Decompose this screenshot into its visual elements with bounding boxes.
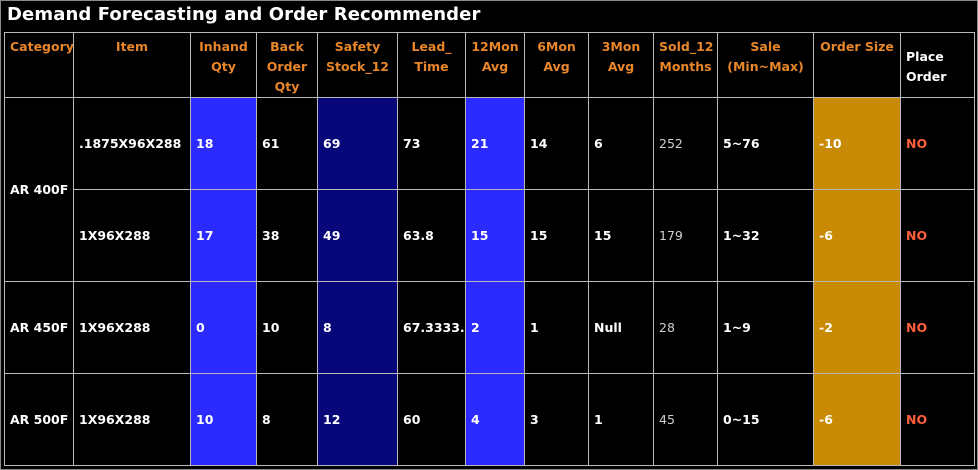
6mon-avg-cell[interactable]: 15: [524, 189, 589, 282]
category-cell[interactable]: AR 500F: [4, 373, 74, 466]
inhand-qty-cell[interactable]: 18: [190, 97, 257, 190]
12mon-avg-cell[interactable]: 2: [465, 281, 525, 374]
lead-time-cell[interactable]: 67.3333..: [397, 281, 466, 374]
3mon-avg-cell[interactable]: 15: [588, 189, 654, 282]
col-header-6mon-avg[interactable]: 6Mon Avg: [524, 32, 589, 98]
col-header-back-order-qty[interactable]: Back Order Qty: [256, 32, 318, 98]
sold-12-months-cell[interactable]: 179: [653, 189, 718, 282]
col-header-sold-12-months[interactable]: Sold_12 Months: [653, 32, 718, 98]
order-size-cell[interactable]: -6: [813, 189, 901, 282]
col-header-item[interactable]: Item ⇕: [73, 32, 191, 98]
col-header-safety-stock[interactable]: Safety Stock_12: [317, 32, 398, 98]
safety-stock-cell[interactable]: 8: [317, 281, 398, 374]
table-row[interactable]: 1X96X288 17 38 49 63.8 15 15 15 179 1~32…: [5, 189, 975, 282]
back-order-qty-cell[interactable]: 8: [256, 373, 318, 466]
inhand-qty-cell[interactable]: 17: [190, 189, 257, 282]
sold-12-months-cell[interactable]: 28: [653, 281, 718, 374]
safety-stock-cell[interactable]: 12: [317, 373, 398, 466]
order-size-cell[interactable]: -10: [813, 97, 901, 190]
col-header-3mon-avg[interactable]: 3Mon Avg: [588, 32, 654, 98]
item-cell[interactable]: 1X96X288: [73, 373, 191, 466]
lead-time-cell[interactable]: 63.8: [397, 189, 466, 282]
item-cell[interactable]: 1X96X288: [73, 189, 191, 282]
6mon-avg-cell[interactable]: 1: [524, 281, 589, 374]
table-row[interactable]: AR 450F 1X96X288 0 10 8 67.3333.. 2 1 Nu…: [4, 281, 975, 374]
inhand-qty-cell[interactable]: 10: [190, 373, 257, 466]
col-header-inhand-qty[interactable]: Inhand Qty: [190, 32, 257, 98]
category-cell[interactable]: AR 450F: [4, 281, 74, 374]
sale-min-max-cell[interactable]: 5~76: [717, 97, 814, 190]
back-order-qty-cell[interactable]: 61: [256, 97, 318, 190]
table-row[interactable]: AR 400F .1875X96X288 18 61 69 73 21 14 6…: [4, 97, 975, 282]
back-order-qty-cell[interactable]: 38: [256, 189, 318, 282]
col-header-order-size[interactable]: Order Size: [813, 32, 901, 98]
sale-min-max-cell[interactable]: 0~15: [717, 373, 814, 466]
3mon-avg-cell[interactable]: 1: [588, 373, 654, 466]
sale-min-max-cell[interactable]: 1~9: [717, 281, 814, 374]
place-order-cell[interactable]: NO: [900, 373, 975, 466]
col-header-12mon-avg[interactable]: 12Mon Avg: [465, 32, 525, 98]
col-header-sale-min-max[interactable]: Sale (Min~Max): [717, 32, 814, 98]
place-order-cell[interactable]: NO: [900, 97, 975, 190]
sold-12-months-cell[interactable]: 45: [653, 373, 718, 466]
safety-stock-cell[interactable]: 69: [317, 97, 398, 190]
table-row[interactable]: AR 500F 1X96X288 10 8 12 60 4 3 1 45 0~1…: [4, 373, 975, 466]
12mon-avg-cell[interactable]: 21: [465, 97, 525, 190]
6mon-avg-cell[interactable]: 3: [524, 373, 589, 466]
order-size-cell[interactable]: -6: [813, 373, 901, 466]
sale-min-max-cell[interactable]: 1~32: [717, 189, 814, 282]
place-order-cell[interactable]: NO: [900, 281, 975, 374]
item-cell[interactable]: .1875X96X288: [73, 97, 191, 190]
col-header-lead-time[interactable]: Lead_ Time: [397, 32, 466, 98]
order-size-cell[interactable]: -2: [813, 281, 901, 374]
12mon-avg-cell[interactable]: 15: [465, 189, 525, 282]
sold-12-months-cell[interactable]: 252: [653, 97, 718, 190]
col-header-category[interactable]: Category: [4, 32, 74, 98]
3mon-avg-cell[interactable]: Null: [588, 281, 654, 374]
category-cell[interactable]: AR 400F: [4, 97, 74, 282]
item-cell[interactable]: 1X96X288: [73, 281, 191, 374]
lead-time-cell[interactable]: 60: [397, 373, 466, 466]
inhand-qty-cell[interactable]: 0: [190, 281, 257, 374]
dashboard-title: Demand Forecasting and Order Recommender: [7, 4, 481, 25]
lead-time-cell[interactable]: 73: [397, 97, 466, 190]
12mon-avg-cell[interactable]: 4: [465, 373, 525, 466]
back-order-qty-cell[interactable]: 10: [256, 281, 318, 374]
col-header-place-order[interactable]: Place Order: [900, 32, 975, 98]
6mon-avg-cell[interactable]: 14: [524, 97, 589, 190]
place-order-cell[interactable]: NO: [900, 189, 975, 282]
safety-stock-cell[interactable]: 49: [317, 189, 398, 282]
3mon-avg-cell[interactable]: 6: [588, 97, 654, 190]
